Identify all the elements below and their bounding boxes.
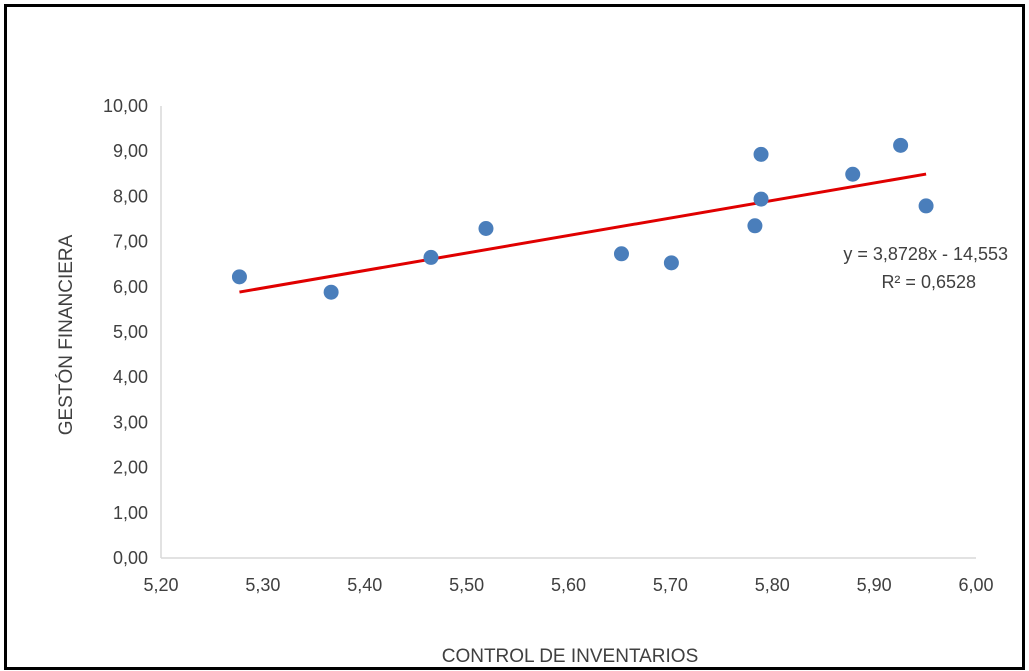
- x-tick-label: 5,90: [857, 575, 892, 595]
- x-tick-label: 5,20: [143, 575, 178, 595]
- r-squared-label: R² = 0,6528: [881, 272, 976, 292]
- data-point: [663, 255, 679, 271]
- data-point: [893, 137, 909, 153]
- chart-frame: [4, 4, 1025, 670]
- y-tick-label: 8,00: [113, 186, 148, 206]
- y-tick-label: 4,00: [113, 367, 148, 387]
- data-point: [423, 249, 439, 265]
- x-tick-label: 6,00: [958, 575, 993, 595]
- x-tick-label: 5,60: [551, 575, 586, 595]
- y-tick-label: 2,00: [113, 458, 148, 478]
- y-tick-label: 10,00: [103, 96, 148, 116]
- data-point: [747, 218, 763, 234]
- data-point: [753, 191, 769, 207]
- y-tick-label: 1,00: [113, 503, 148, 523]
- x-axis-ticks: 5,20 5,30 5,40 5,50 5,60 5,70 5,80 5,90 6,00: [143, 575, 993, 595]
- data-point: [918, 198, 934, 214]
- y-axis-title: GESTÓN FINANCIERA: [55, 234, 77, 435]
- y-tick-label: 0,00: [113, 548, 148, 568]
- y-tick-label: 9,00: [113, 141, 148, 161]
- y-tick-label: 3,00: [113, 412, 148, 432]
- trendline-equation: y = 3,8728x - 14,553: [843, 244, 1008, 264]
- y-tick-label: 5,00: [113, 322, 148, 342]
- x-tick-label: 5,40: [347, 575, 382, 595]
- y-tick-label: 7,00: [113, 232, 148, 252]
- x-tick-label: 5,30: [245, 575, 280, 595]
- data-points: [231, 137, 934, 300]
- data-point: [845, 166, 861, 182]
- data-point: [323, 284, 339, 300]
- x-tick-label: 5,70: [653, 575, 688, 595]
- trendline: [239, 172, 927, 294]
- y-tick-label: 6,00: [113, 277, 148, 297]
- x-tick-label: 5,80: [755, 575, 790, 595]
- data-point: [231, 269, 247, 285]
- data-point: [478, 220, 494, 236]
- x-tick-label: 5,50: [449, 575, 484, 595]
- y-axis-ticks: 0,00 1,00 2,00 3,00 4,00 5,00 6,00 7,00 8,00 9,00…: [103, 96, 148, 568]
- data-point: [613, 246, 629, 262]
- x-axis-title: CONTROL DE INVENTARIOS: [442, 646, 699, 667]
- data-point: [753, 146, 769, 162]
